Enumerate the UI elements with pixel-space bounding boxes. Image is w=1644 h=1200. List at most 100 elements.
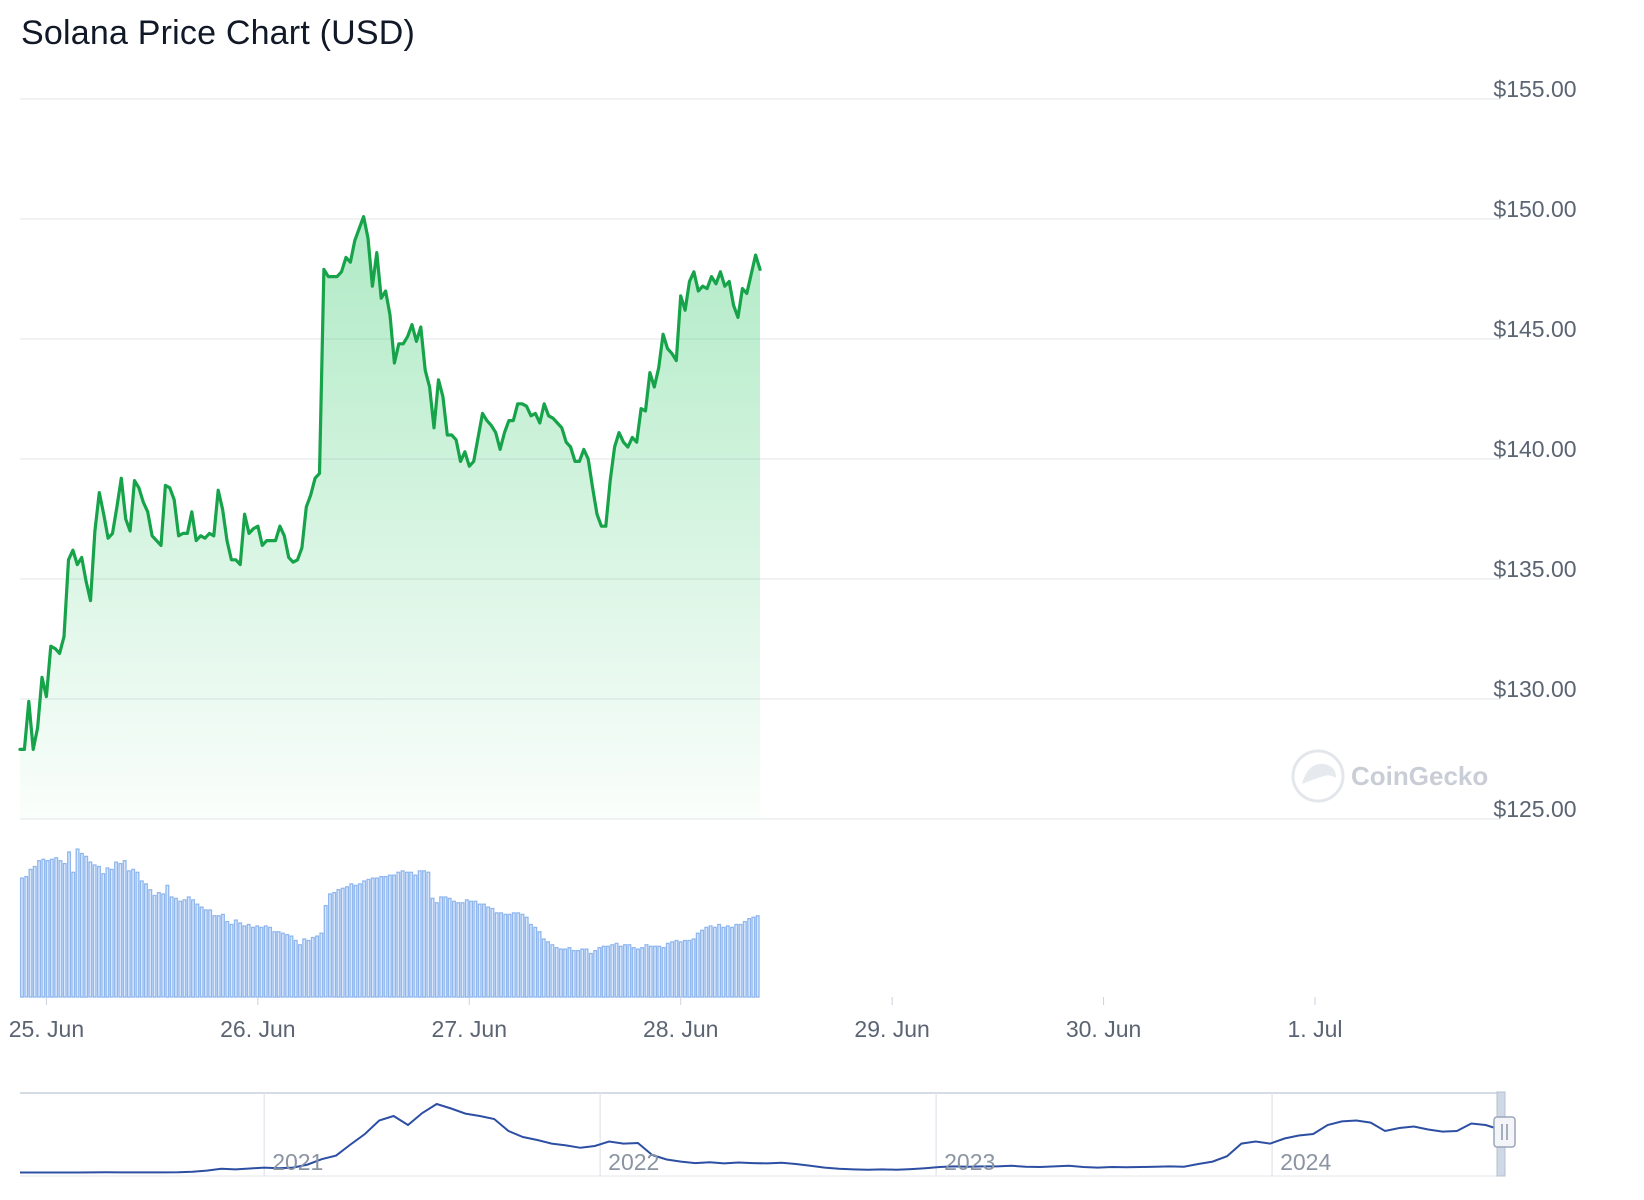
volume-bar	[755, 915, 760, 998]
volume-bar	[691, 938, 696, 998]
volume-bar	[623, 944, 628, 998]
volume-bar	[370, 877, 375, 998]
volume-bar	[511, 912, 516, 998]
volume-bar	[58, 860, 63, 998]
navigator-handle-box[interactable]	[1493, 1116, 1516, 1148]
volume-bar	[143, 883, 148, 998]
volume-bar	[597, 947, 602, 998]
volume-bar	[520, 913, 525, 998]
volume-bar	[413, 874, 418, 998]
volume-bar	[374, 877, 379, 998]
volume-bar	[169, 896, 174, 998]
volume-bar	[255, 925, 260, 998]
x-tick-label: 27. Jun	[432, 1016, 507, 1042]
volume-bar	[242, 925, 247, 998]
volume-bar	[182, 899, 187, 998]
volume-bar	[195, 903, 200, 998]
navigator-gridlines	[263, 1093, 1273, 1176]
volume-bar	[161, 893, 166, 998]
volume-bar	[165, 884, 170, 998]
volume-bar	[439, 896, 444, 998]
volume-bar	[62, 862, 67, 998]
x-tick-label: 1. Jul	[1288, 1016, 1343, 1042]
volume-bar	[546, 941, 551, 998]
y-axis: $155.00 $150.00 $145.00 $140.00 $135.00 $130.…	[1493, 76, 1576, 822]
volume-bar	[614, 942, 619, 998]
volume-bar	[563, 948, 568, 998]
volume-bar	[443, 896, 448, 998]
volume-bar	[742, 920, 747, 998]
volume-bar	[238, 922, 243, 998]
volume-bar	[276, 931, 281, 998]
volume-bar	[105, 867, 110, 998]
volume-bar	[687, 939, 692, 998]
volume-bar	[661, 947, 666, 998]
volume-bar	[503, 913, 508, 998]
volume-bar	[96, 865, 101, 998]
gecko-icon	[1291, 749, 1345, 803]
volume-bar	[353, 884, 358, 998]
x-tick-label: 30. Jun	[1066, 1016, 1141, 1042]
volume-bar	[704, 926, 709, 998]
volume-bar	[635, 948, 640, 998]
volume-bar	[186, 896, 191, 998]
volume-bar	[216, 915, 221, 998]
volume-bar	[396, 871, 401, 998]
volume-bar	[434, 902, 439, 998]
volume-bar	[507, 913, 512, 998]
volume-bar	[426, 871, 431, 998]
volume-bar	[289, 935, 294, 998]
volume-bar	[593, 949, 598, 998]
volume-bar	[92, 864, 97, 998]
volume-bar	[571, 949, 576, 998]
volume-bar	[721, 926, 726, 998]
volume-bar	[383, 875, 388, 998]
x-tick-label: 28. Jun	[643, 1016, 718, 1042]
chart-title: Solana Price Chart (USD)	[21, 14, 416, 52]
volume-bar	[554, 947, 559, 998]
volume-bar	[610, 944, 615, 998]
volume-bar	[366, 878, 371, 998]
navigator-handle[interactable]	[1493, 1116, 1516, 1148]
volume-bar	[576, 949, 581, 998]
volume-bar	[712, 926, 717, 998]
volume-bar	[75, 848, 80, 998]
volume-bar	[481, 903, 486, 998]
volume-bar	[208, 909, 213, 998]
navigator-tick-label: 2023	[944, 1149, 995, 1175]
navigator-line	[20, 1102, 1501, 1174]
volume-bar	[747, 918, 752, 998]
volume-bar	[700, 929, 705, 998]
watermark-text: CoinGecko	[1351, 761, 1488, 791]
volume-bar	[516, 912, 521, 998]
volume-bar	[191, 899, 196, 998]
volume-bar	[268, 926, 273, 998]
volume-bar	[738, 923, 743, 998]
volume-bar	[126, 870, 131, 998]
volume-bar	[285, 933, 290, 998]
navigator-tick-label: 2022	[608, 1149, 659, 1175]
volume-bar	[387, 874, 392, 998]
volume-bar	[88, 861, 93, 998]
volume-bar	[456, 902, 461, 998]
volume-bar	[717, 923, 722, 998]
volume-bar	[464, 899, 469, 998]
volume-bar	[79, 852, 84, 998]
gecko-head-icon	[1302, 763, 1336, 784]
volume-bar	[272, 931, 277, 998]
price-area	[20, 216, 760, 820]
volume-bar	[109, 868, 114, 998]
volume-bar	[37, 860, 42, 998]
volume-bar	[657, 945, 662, 998]
volume-bar	[233, 919, 238, 998]
volume-bar	[122, 860, 127, 998]
navigator[interactable]: 2021 2022 2023 2024	[20, 1091, 1516, 1177]
x-tick-label: 29. Jun	[854, 1016, 929, 1042]
volume-bar	[734, 923, 739, 998]
volume-bar	[524, 916, 529, 998]
volume-bar	[528, 923, 533, 998]
volume-bar	[135, 871, 140, 998]
volume-bar	[627, 944, 632, 998]
volume-bar	[101, 873, 106, 998]
